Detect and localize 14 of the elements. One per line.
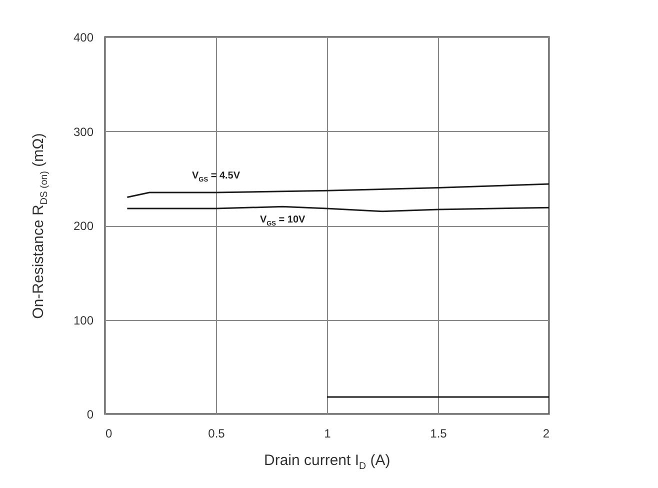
annotation: V$_{GS}$ = 10V — [260, 214, 306, 228]
x-axis-title: Drain current I$_{D}$ (A) — [264, 452, 390, 472]
line-series — [126, 183, 550, 198]
y-tick-label: 100 — [73, 313, 94, 328]
y-tick-label: 300 — [73, 124, 94, 139]
x-tick-label: 0.5 — [208, 426, 226, 440]
x-tick-label: 1.5 — [430, 426, 448, 440]
y-tick-label: 400 — [73, 30, 94, 44]
x-tick-label: 2 — [542, 426, 550, 440]
annotation: V$_{GS}$ = 4.5V — [192, 170, 240, 183]
x-tick-label: 1 — [324, 426, 332, 440]
x-tick-label: 0 — [106, 426, 112, 440]
y-tick-label: 200 — [73, 219, 94, 233]
y-tick-label: 0 — [86, 408, 94, 422]
